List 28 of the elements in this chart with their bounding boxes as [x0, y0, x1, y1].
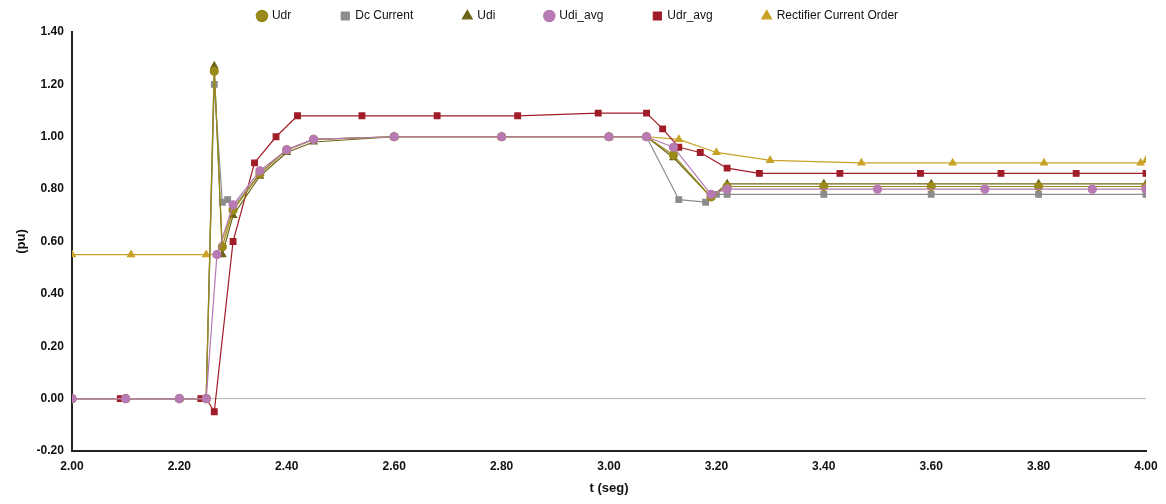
x-tick-label: 2.60: [382, 458, 407, 473]
y-tick-label: 0.40: [40, 286, 65, 301]
legend-label: Udi_avg: [559, 8, 604, 23]
x-tick-label: 2.80: [489, 458, 514, 473]
legend-label: Rectifier Current Order: [776, 8, 899, 23]
legend-label: Udr_avg: [667, 8, 713, 23]
y-tick-label: 0.60: [40, 233, 65, 248]
x-tick-label: 3.20: [704, 458, 729, 473]
y-axis-title: (pu): [13, 229, 29, 254]
y-tick-label: 0.80: [40, 181, 65, 196]
y-tick-label: 1.00: [40, 129, 65, 144]
y-tick-label: 0.20: [40, 338, 65, 353]
x-tick-label: 3.80: [1026, 458, 1051, 473]
y-tick-label: -0.20: [36, 443, 65, 458]
y-tick-label: 1.40: [40, 24, 65, 39]
x-axis-title: t (seg): [589, 479, 629, 495]
x-tick-label: 3.60: [919, 458, 944, 473]
x-tick-label: 2.00: [60, 458, 84, 473]
x-tick-label: 3.00: [597, 458, 621, 473]
x-tick-label: 4.00: [1134, 458, 1158, 473]
y-tick-label: 1.20: [40, 76, 65, 91]
legend-label: Dc Current: [355, 8, 414, 23]
y-tick-label: 0.00: [40, 390, 65, 405]
legend-label: Udi: [477, 8, 496, 23]
x-tick-label: 2.40: [275, 458, 299, 473]
legend-label: Udr: [271, 8, 292, 23]
x-tick-label: 2.20: [167, 458, 192, 473]
x-tick-label: 3.40: [812, 458, 836, 473]
